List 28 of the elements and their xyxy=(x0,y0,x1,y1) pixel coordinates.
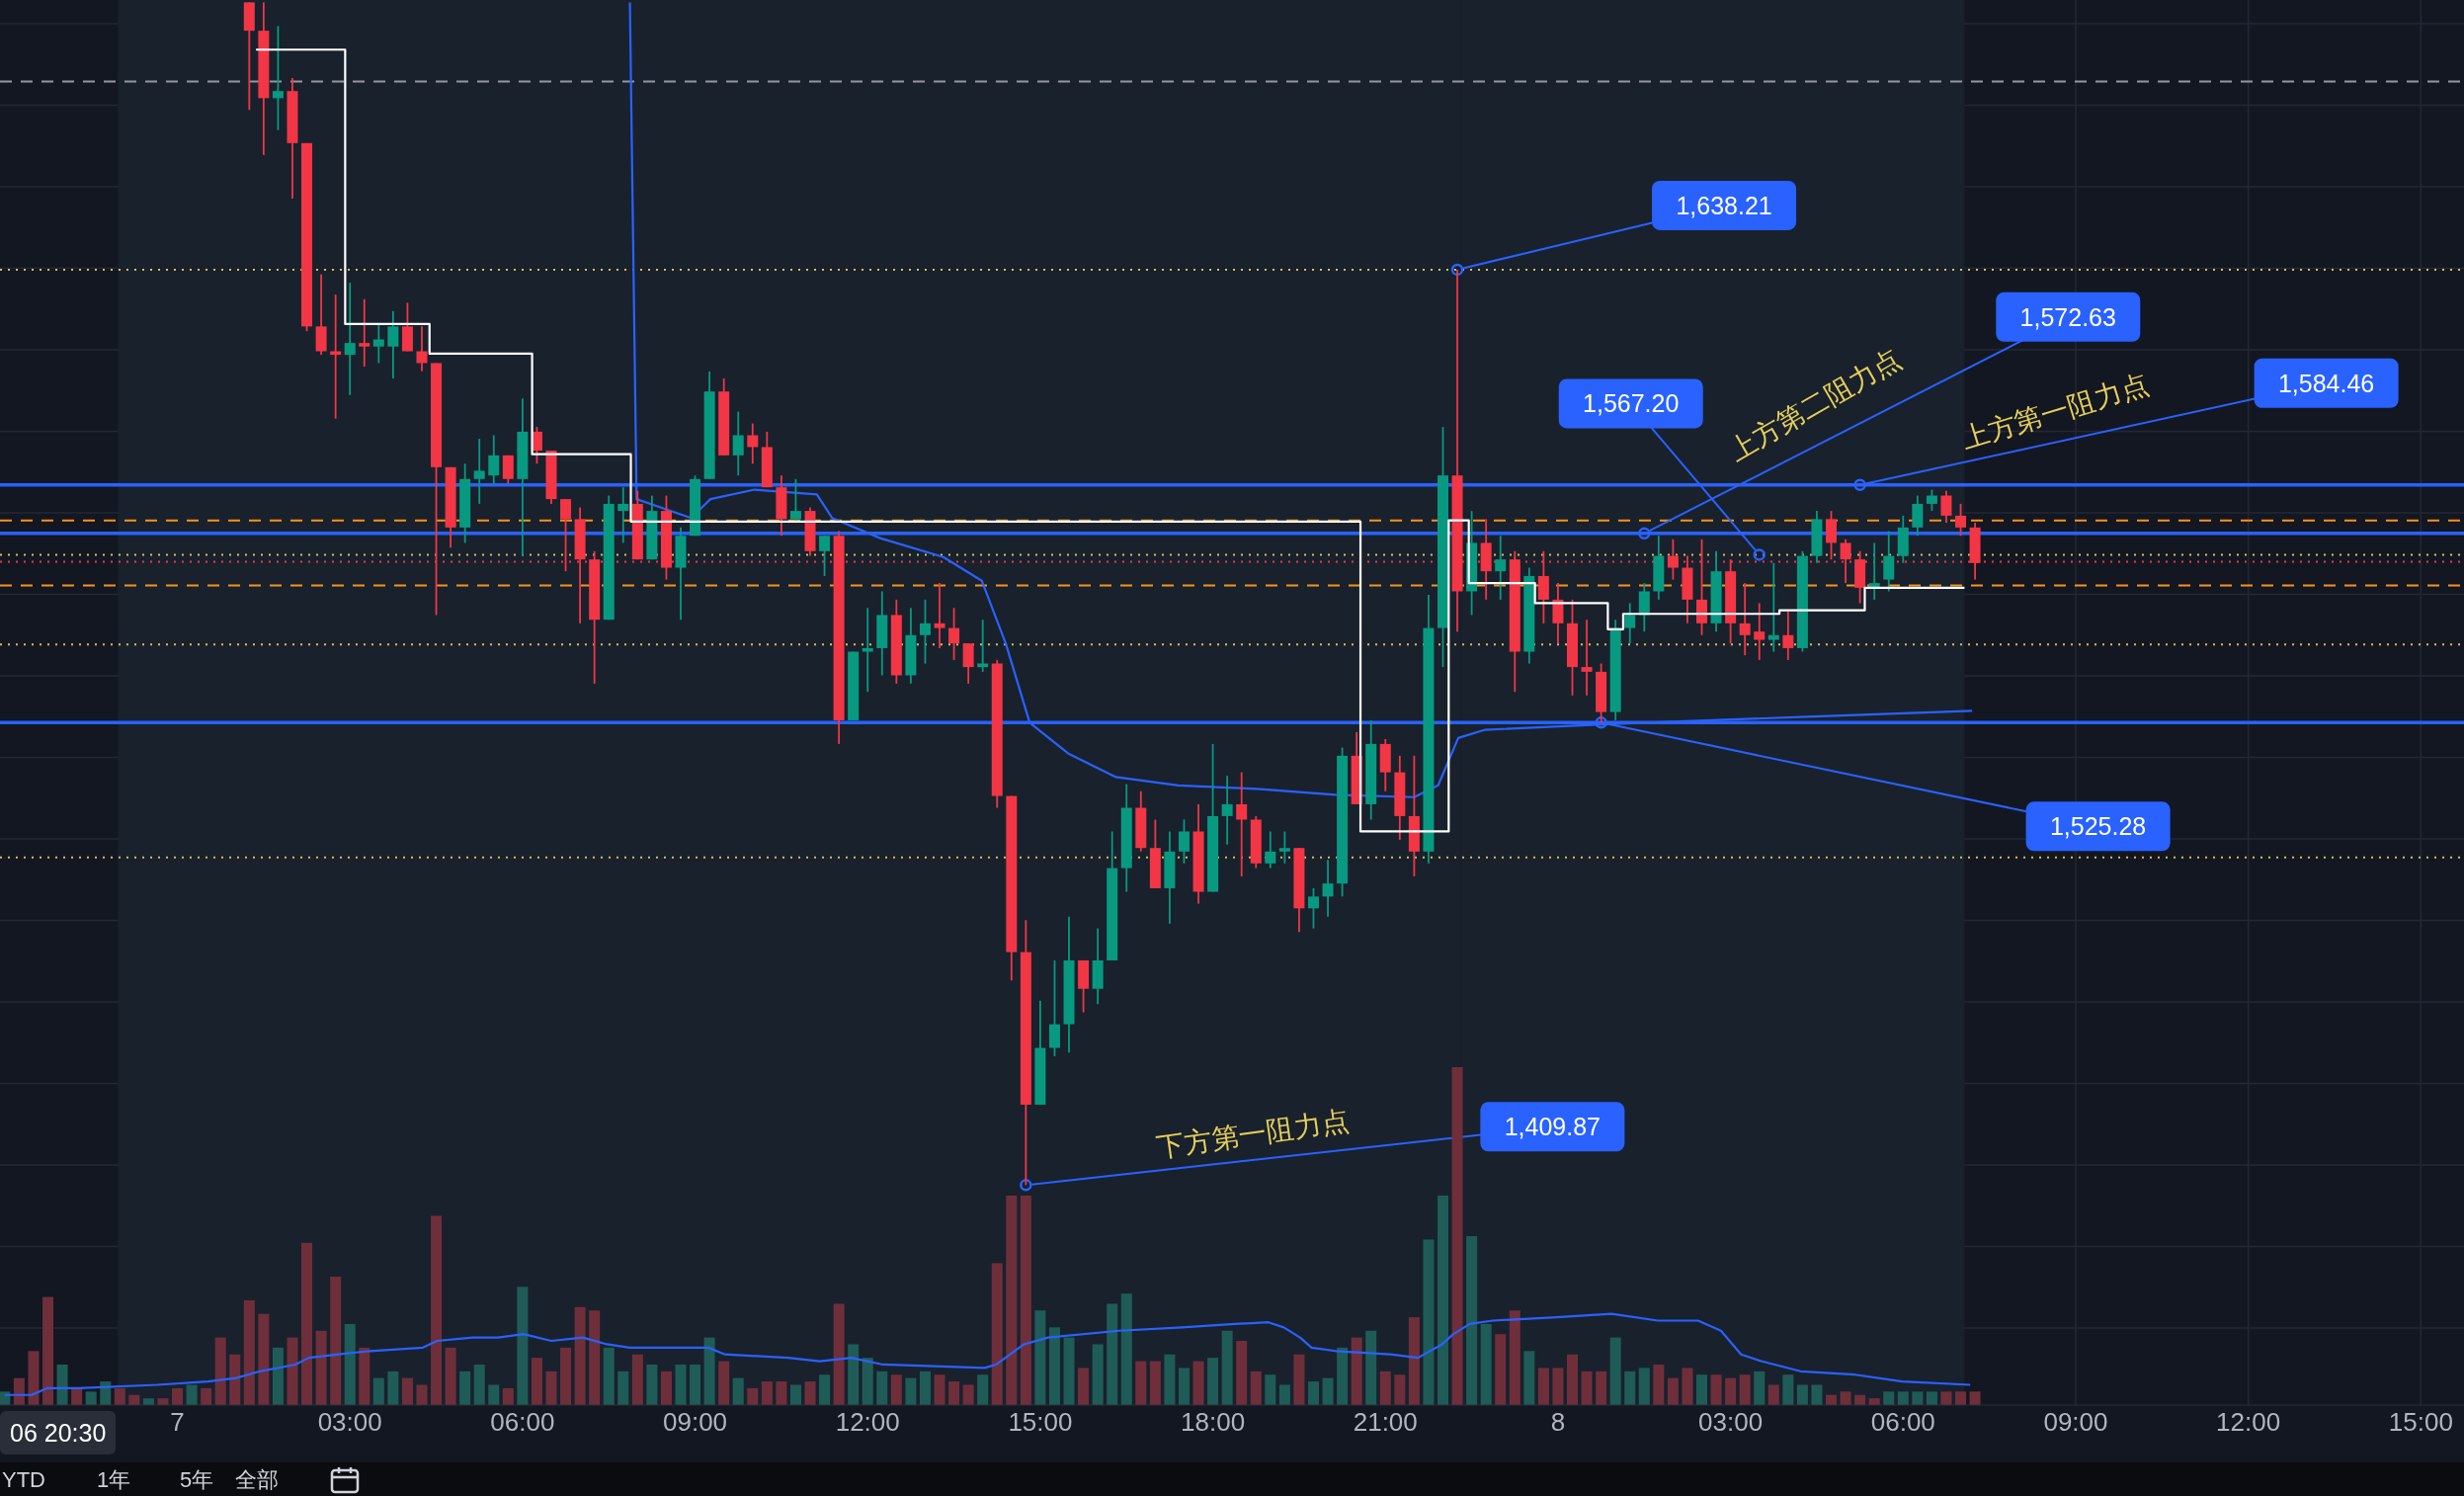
text: 1年 xyxy=(97,1466,131,1494)
text: 全部 xyxy=(235,1466,279,1494)
annotation: 1,638.21 xyxy=(1676,191,1772,219)
annotation: 1,525.28 xyxy=(2049,812,2147,841)
annotation: 下方第一阻力点 xyxy=(1154,1105,1352,1164)
x-tick-label: 18:00 xyxy=(1181,1407,1246,1438)
x-tick-label: 09:00 xyxy=(2043,1407,2108,1438)
x-tick-label: 09:00 xyxy=(663,1407,728,1438)
x-tick-label: 12:00 xyxy=(2216,1407,2281,1438)
x-tick-label: 06:00 xyxy=(490,1407,555,1438)
x-tick-label: 21:00 xyxy=(1353,1407,1418,1438)
annotation: 1,409.87 xyxy=(1504,1113,1602,1141)
annotation: 1,572.63 xyxy=(2019,302,2116,331)
x-tick-label: 03:00 xyxy=(317,1407,382,1438)
text: YTD xyxy=(2,1466,45,1494)
x-tick-label: 06:00 xyxy=(1870,1407,1935,1438)
annotation: 1,584.46 xyxy=(2277,369,2375,397)
x-tick-label: 8 xyxy=(1550,1407,1566,1438)
x-tick-label: 7 xyxy=(170,1407,185,1438)
text: 5年 xyxy=(180,1466,214,1494)
text: 06 20:30 xyxy=(0,1411,117,1454)
annotation: 1,567.20 xyxy=(1583,389,1680,418)
annotation: 上方第一阻力点 xyxy=(1957,369,2153,456)
x-tick-label: 12:00 xyxy=(835,1407,900,1438)
x-tick-label: 15:00 xyxy=(2388,1407,2453,1438)
x-tick-label: 03:00 xyxy=(1698,1407,1764,1438)
x-tick-label: 15:00 xyxy=(1008,1407,1073,1438)
annotation: 上方第二阻力点 xyxy=(1723,343,1907,467)
